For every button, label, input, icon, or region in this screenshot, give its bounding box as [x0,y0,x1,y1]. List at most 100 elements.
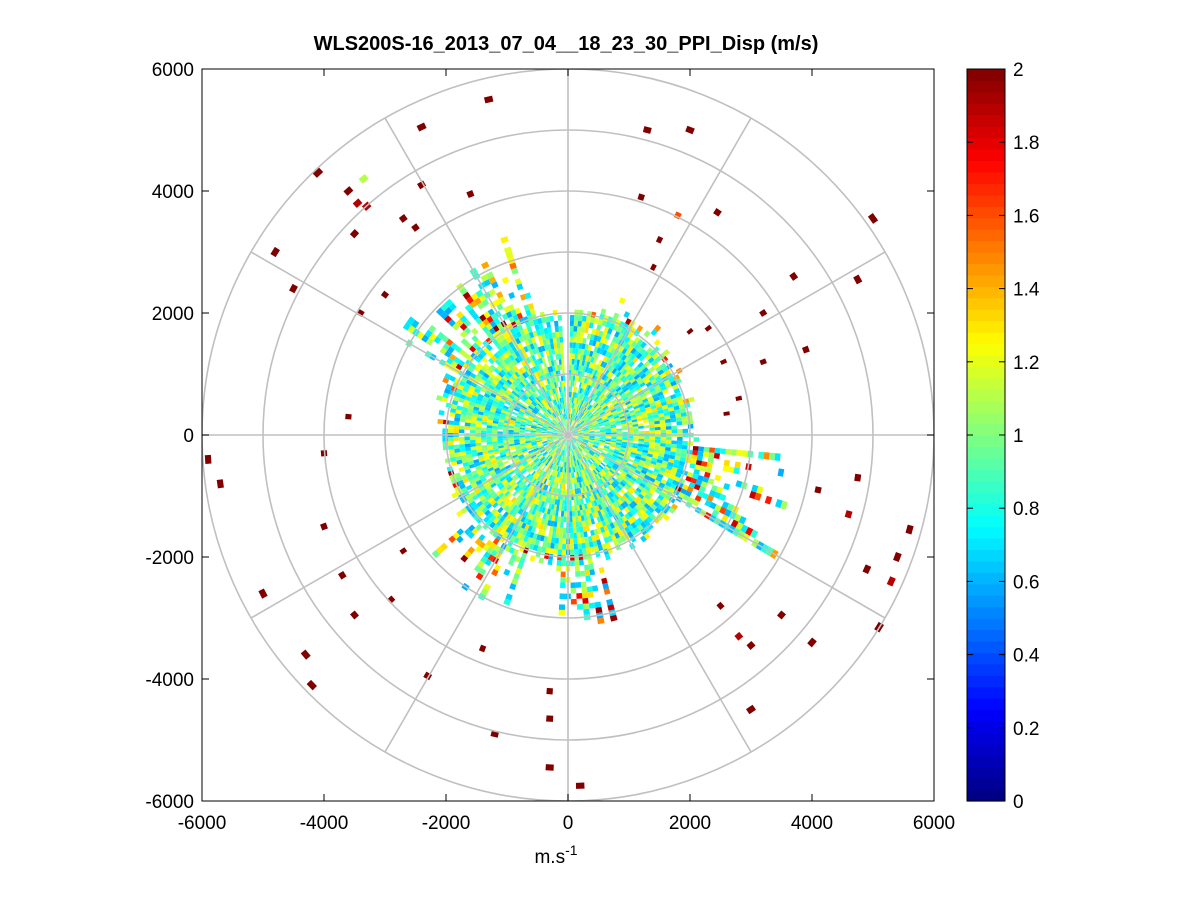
range-gate [544,460,549,466]
range-gate [485,390,492,396]
range-gate [591,351,597,358]
range-gate [580,413,585,418]
far-range-gate [289,283,298,294]
range-gate [625,473,632,479]
range-gate [528,450,535,455]
range-gate [669,454,676,460]
range-gate [666,429,672,434]
range-gate [508,546,515,554]
range-gate [627,511,634,518]
range-gate [476,362,484,370]
range-gate [565,424,568,431]
range-gate [542,451,548,456]
range-gate [526,444,532,448]
range-gate [590,457,596,462]
range-gate [573,455,576,461]
colorbar-swatch [967,137,1005,150]
range-gate [630,476,637,482]
range-gate [627,405,634,410]
range-gate [495,519,503,527]
range-gate [505,526,512,534]
range-gate [464,494,472,501]
range-gate [581,592,588,599]
range-gate [557,442,562,447]
range-gate [483,392,491,399]
range-gate [536,329,542,336]
range-gate [493,298,501,306]
range-gate [660,478,667,485]
range-gate [534,539,540,546]
range-gate [557,435,564,437]
range-gate [529,308,536,315]
range-gate [583,360,588,367]
range-gate [658,382,666,388]
range-gate [467,497,475,504]
range-gate [578,419,584,424]
range-gate [498,447,505,451]
range-gate [558,436,564,440]
range-gate [582,597,589,604]
range-gate [602,416,608,421]
range-gate [465,446,471,452]
range-gate [558,436,564,439]
range-gate [486,430,492,434]
range-gate [524,321,531,328]
range-gate [529,395,535,401]
range-gate [730,519,739,528]
range-gate [591,512,597,519]
range-gate [464,382,471,389]
range-gate [594,534,600,541]
range-gate [587,444,593,448]
range-gate [549,401,554,407]
range-gate [604,553,611,561]
range-gate [671,397,678,404]
range-gate [571,427,576,432]
range-gate [560,347,564,354]
range-gate [540,380,546,387]
range-gate [611,455,618,460]
range-gate [629,467,636,472]
range-gate [530,433,536,435]
x-axis-label-superscript: -1 [565,842,578,858]
range-gate [534,416,540,421]
range-gate [600,436,606,439]
range-gate [517,562,524,570]
range-gate [553,405,557,412]
range-gate [637,361,644,369]
range-gate [489,490,496,497]
range-gate [596,417,603,422]
range-gate [593,461,599,467]
range-gate [628,409,635,414]
range-gate [549,548,555,555]
range-gate [503,358,510,366]
range-gate [552,382,556,389]
range-gate [614,500,621,507]
range-gate [669,451,676,456]
range-gate [518,412,524,416]
far-range-gate [416,122,427,132]
range-gate [485,330,493,338]
range-gate [556,527,560,533]
range-gate [541,437,547,440]
range-gate [480,588,489,596]
range-gate [529,414,535,418]
range-gate [541,457,546,463]
range-gate [569,419,571,425]
range-gate [561,426,566,432]
range-gate [610,533,617,541]
range-gate [533,365,539,372]
range-gate [591,328,597,335]
range-gate [584,448,589,453]
range-gate [650,485,657,492]
range-gate [571,414,573,420]
range-gate [518,454,524,458]
range-gate [657,455,664,461]
range-gate [486,427,493,432]
range-gate [467,355,475,363]
range-gate [580,406,584,412]
range-gate [537,453,543,458]
range-gate [623,379,630,385]
range-gate [523,412,530,417]
range-gate [557,422,562,428]
range-gate [591,368,596,375]
